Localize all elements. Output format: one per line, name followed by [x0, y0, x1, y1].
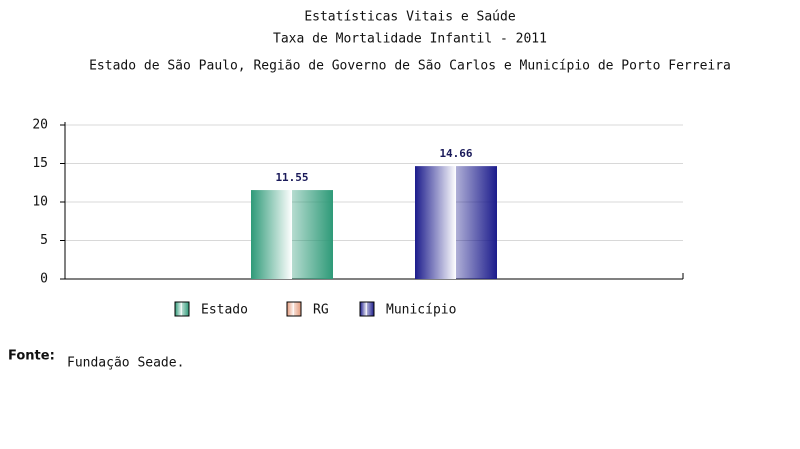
legend-label: RG [313, 303, 329, 318]
value-label: 11.55 [275, 171, 308, 184]
bar [415, 166, 497, 279]
value-label: 14.66 [439, 147, 472, 160]
source-label: Fonte: [8, 349, 55, 364]
legend-label: Município [386, 303, 456, 318]
y-tick-label: 10 [32, 195, 48, 210]
y-tick-label: 5 [40, 233, 48, 248]
legend-swatch [359, 301, 375, 317]
chart-title: Estatísticas Vitais e Saúde [304, 10, 515, 25]
source-text: Fundação Seade. [67, 356, 184, 371]
legend-label: Estado [201, 303, 248, 318]
bar [251, 190, 333, 279]
legend-swatch [174, 301, 190, 317]
legend-swatch [286, 301, 302, 317]
y-tick-label: 20 [32, 118, 48, 133]
chart-region: Estado de São Paulo, Região de Governo d… [89, 59, 731, 74]
chart-subtitle: Taxa de Mortalidade Infantil - 2011 [273, 32, 547, 47]
y-tick-label: 15 [32, 156, 48, 171]
y-tick-label: 0 [40, 272, 48, 287]
